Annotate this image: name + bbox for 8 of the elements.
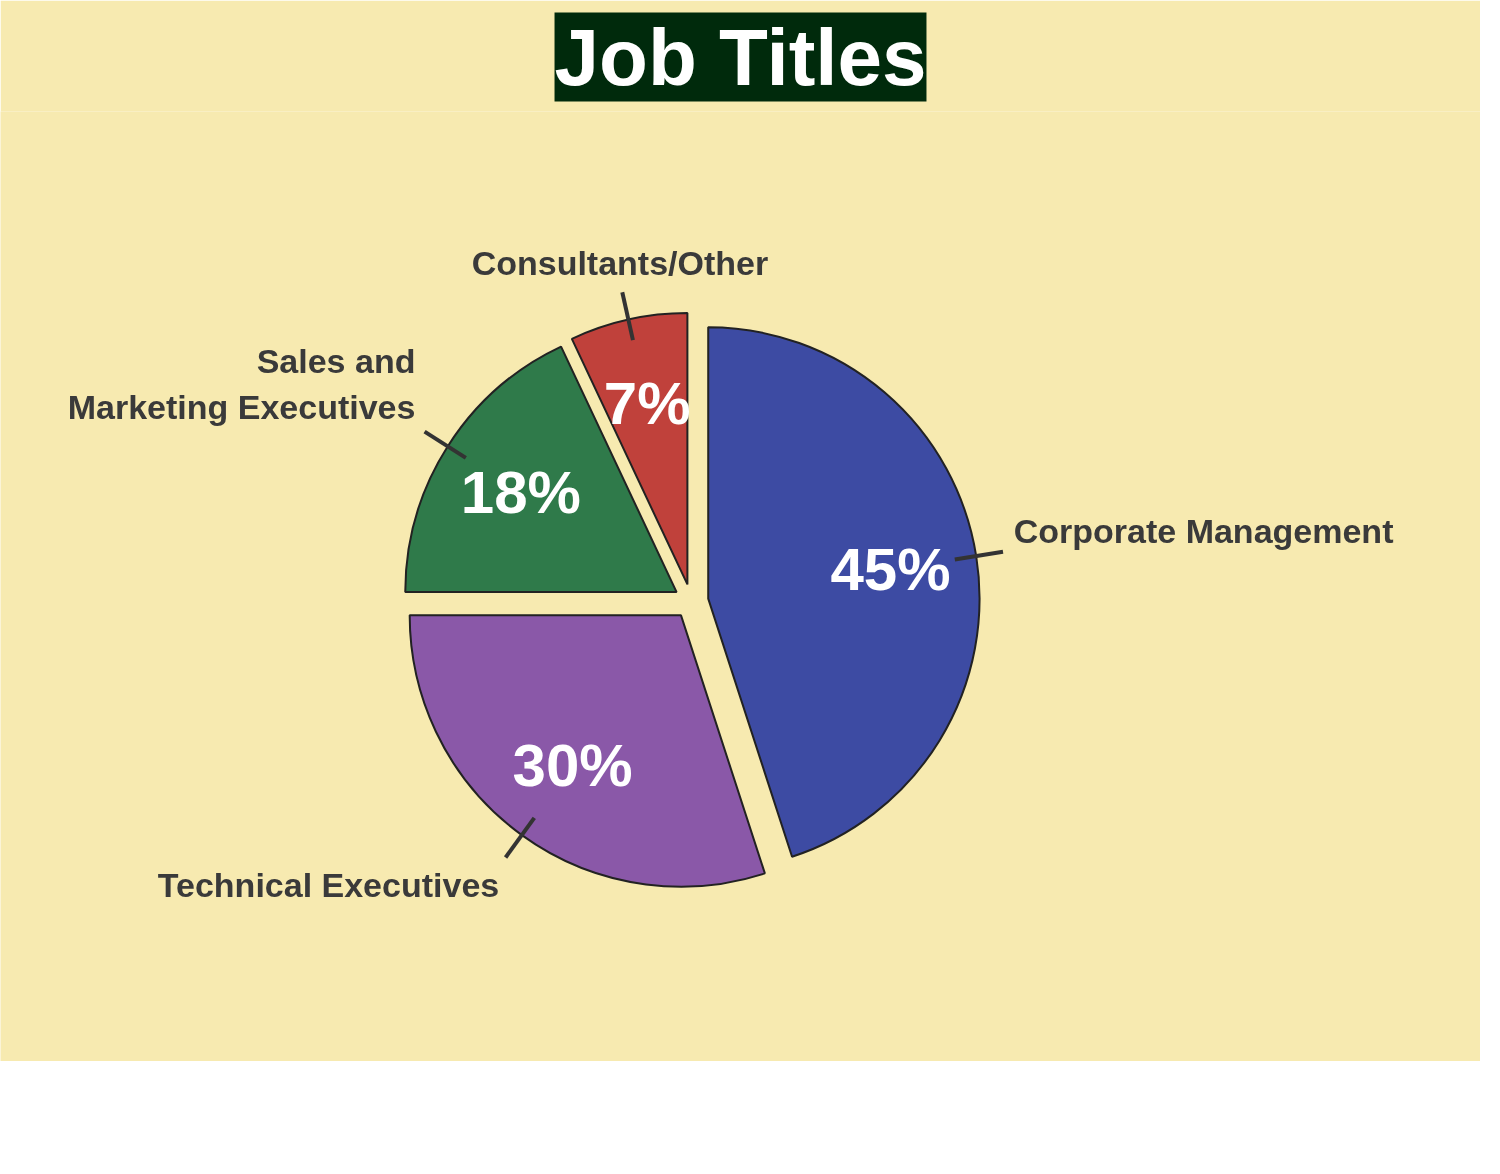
data-label: 18% [460, 459, 581, 527]
slice-label: Technical Executives [157, 866, 500, 905]
data-label: 30% [512, 731, 633, 799]
slice-label: Corporate Management [1013, 512, 1394, 551]
slice-label: Sales and Marketing Executives [67, 342, 416, 426]
slice-label: Consultants/Other [471, 243, 769, 282]
chart-title: Job Titles [554, 12, 927, 102]
data-label: 45% [830, 536, 951, 604]
